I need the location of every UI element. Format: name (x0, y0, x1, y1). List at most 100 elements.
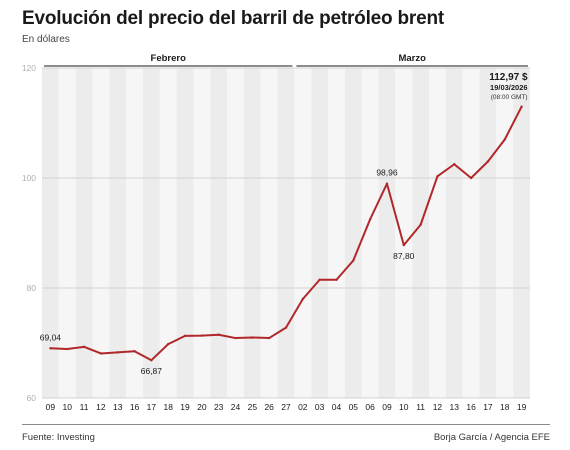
footer-divider (22, 424, 550, 425)
column-band (361, 68, 379, 398)
credit-note: Borja García / Agencia EFE (433, 432, 550, 443)
x-tick-label: 10 (63, 402, 73, 412)
x-tick-label: 23 (214, 402, 224, 412)
x-tick-label: 13 (450, 402, 460, 412)
source-note: Fuente: Investing (22, 432, 95, 443)
data-point (200, 334, 204, 337)
column-band (142, 68, 160, 398)
x-tick-label: 17 (147, 402, 157, 412)
month-label-bg (138, 50, 199, 64)
column-band (496, 68, 514, 398)
month-label: Febrero (151, 53, 187, 64)
data-point (368, 218, 372, 221)
column-band (429, 68, 446, 398)
x-tick-label: 03 (315, 402, 325, 412)
data-point (436, 175, 439, 178)
data-point (385, 182, 389, 185)
x-tick-label: 11 (80, 402, 89, 412)
x-tick-label: 27 (281, 402, 291, 412)
month-label: Marzo (398, 53, 426, 64)
x-tick-label: 24 (231, 402, 241, 412)
data-point (133, 350, 136, 353)
x-tick-label: 18 (500, 402, 510, 412)
data-point (116, 351, 119, 354)
column-band (58, 68, 76, 398)
column-band (445, 68, 463, 398)
column-band (42, 68, 59, 398)
last-time-label: (08:00 GMT) (491, 94, 528, 101)
x-tick-label: 11 (416, 402, 425, 412)
x-tick-label: 20 (197, 402, 207, 412)
x-tick-label: 09 (46, 402, 56, 412)
y-tick-label: 120 (22, 63, 36, 73)
x-tick-label: 19 (180, 402, 190, 412)
x-tick-label: 16 (130, 402, 140, 412)
x-tick-label: 02 (298, 402, 308, 412)
column-band (227, 68, 244, 398)
chart-title: Evolución del precio del barril de petró… (22, 8, 445, 29)
column-band (311, 68, 329, 398)
data-label: 98,96 (376, 168, 398, 178)
x-tick-label: 13 (113, 402, 123, 412)
data-point (82, 345, 86, 349)
column-band (193, 68, 211, 398)
data-point (402, 243, 405, 247)
column-band (277, 68, 295, 398)
x-tick-label: 17 (483, 402, 493, 412)
x-tick-label: 10 (399, 402, 409, 412)
x-tick-label: 09 (382, 402, 392, 412)
data-point (284, 326, 288, 329)
data-point (419, 223, 422, 226)
data-point (167, 342, 170, 346)
column-band (462, 68, 480, 398)
column-band (328, 68, 345, 398)
column-band (109, 68, 127, 398)
data-label: 87,80 (393, 251, 415, 261)
column-band (75, 68, 93, 398)
data-point (453, 163, 456, 166)
column-band (243, 68, 261, 398)
data-label: 69,04 (40, 332, 62, 342)
chart-subtitle: En dólares (22, 34, 70, 45)
data-point (66, 347, 69, 351)
data-point (318, 278, 321, 281)
data-point (335, 278, 338, 281)
column-band (92, 68, 110, 398)
data-label: 66,87 (141, 366, 163, 376)
column-band (412, 68, 430, 398)
data-point (503, 138, 506, 141)
data-point (301, 297, 305, 301)
data-point (352, 259, 355, 262)
x-tick-label: 18 (163, 402, 173, 412)
x-tick-label: 26 (264, 402, 274, 412)
data-point (267, 336, 271, 340)
x-tick-label: 05 (349, 402, 359, 412)
column-band (395, 68, 413, 398)
column-band (378, 68, 396, 398)
month-label-bg (382, 50, 443, 64)
x-tick-label: 19 (517, 402, 527, 412)
data-point (99, 352, 103, 355)
x-tick-label: 06 (365, 402, 375, 412)
data-point (217, 333, 220, 336)
column-band (176, 68, 194, 398)
data-point (150, 359, 153, 362)
data-point (49, 347, 52, 350)
x-tick-label: 12 (433, 402, 443, 412)
column-band (513, 68, 530, 398)
y-tick-label: 100 (22, 173, 36, 183)
x-tick-label: 25 (248, 402, 258, 412)
data-point (234, 336, 237, 340)
x-tick-label: 16 (466, 402, 476, 412)
y-tick-label: 60 (27, 393, 37, 403)
column-band (260, 68, 278, 398)
last-date-label: 19/03/2026 (490, 83, 528, 92)
column-band (344, 68, 362, 398)
column-band (479, 68, 497, 398)
data-point (520, 105, 523, 108)
data-point (251, 336, 254, 339)
column-band (126, 68, 143, 398)
column-band (210, 68, 228, 398)
column-band (159, 68, 177, 398)
